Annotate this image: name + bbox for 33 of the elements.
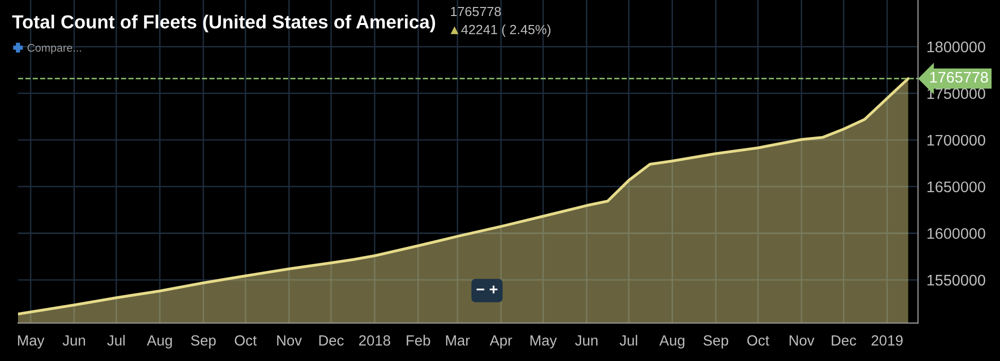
- x-tick-label: Sep: [704, 335, 728, 348]
- x-tick-label: 2019: [872, 335, 903, 346]
- x-tick-label: Aug: [146, 335, 172, 348]
- x-tick-label: May: [530, 335, 557, 348]
- annotation: − +: [476, 286, 498, 294]
- x-tick-label: Oct: [234, 335, 257, 346]
- x-tick-label: Jun: [62, 335, 85, 346]
- text: Total Count of Fleets (United States of America): [12, 14, 436, 32]
- y-tick-label: 1600000: [928, 228, 986, 239]
- x-tick-label: Apr: [490, 335, 512, 348]
- x-tick-label: Aug: [659, 335, 684, 348]
- x-tick-label: May: [18, 335, 44, 348]
- y-tick-label: 1550000: [928, 274, 986, 286]
- x-tick-label: Dec: [832, 335, 856, 346]
- x-tick-label: 2018: [359, 335, 390, 346]
- annotation: 1765778: [451, 6, 501, 16]
- annotation: 42241 ( 2.45%): [461, 24, 550, 37]
- x-tick-label: Nov: [277, 335, 302, 346]
- x-tick-label: Nov: [790, 335, 814, 346]
- ref-line-label: 1765778: [930, 72, 988, 83]
- y-tick-label: 1800000: [928, 42, 986, 52]
- x-tick-label: Jul: [620, 334, 638, 346]
- annotation: Compare...: [28, 44, 81, 54]
- y-tick-label: 1700000: [928, 134, 986, 146]
- x-tick-label: Sep: [191, 335, 216, 348]
- x-tick-label: Feb: [406, 334, 430, 346]
- y-tick-label: 1650000: [928, 181, 986, 192]
- y-tick-label: 1750000: [928, 88, 986, 99]
- x-tick-label: Oct: [747, 335, 770, 346]
- x-tick-label: Jul: [107, 334, 125, 346]
- x-tick-label: Mar: [446, 335, 470, 346]
- x-tick-label: Dec: [319, 335, 344, 346]
- x-tick-label: Jun: [575, 335, 598, 346]
